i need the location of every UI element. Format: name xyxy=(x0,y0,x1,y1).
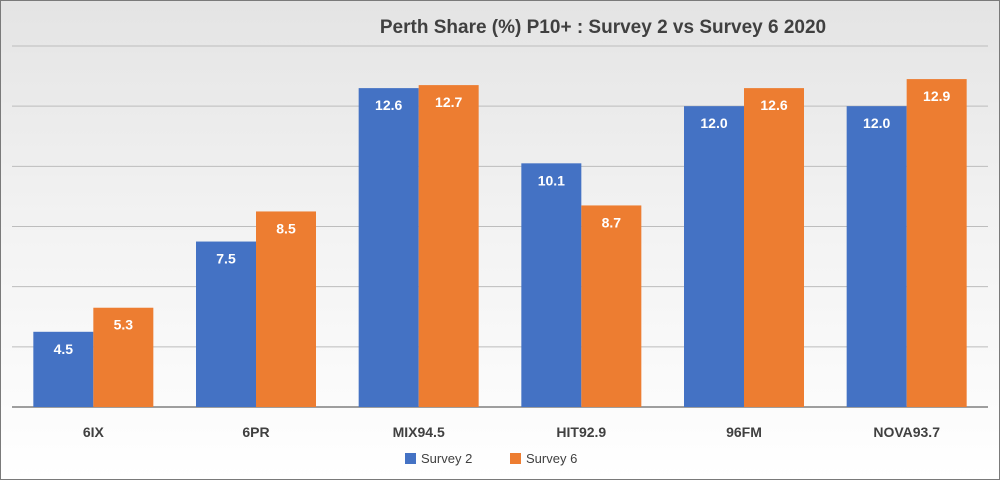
data-label: 12.6 xyxy=(375,97,402,113)
bar-survey-6-96fm xyxy=(744,88,804,407)
data-label: 12.9 xyxy=(923,88,950,104)
data-label: 5.3 xyxy=(114,317,134,333)
bar-survey-2-nova93.7 xyxy=(846,106,907,408)
bar-survey-6-6pr xyxy=(256,211,316,407)
data-label: 12.0 xyxy=(700,115,727,131)
bar-survey-2-6pr xyxy=(196,241,256,407)
bar-survey-6-nova93.7 xyxy=(906,79,967,407)
data-labels: 4.5 5.3 7.5 8.5 12.6 12.7 10.1 8.7 12.0 12.6 12.0 1… xyxy=(54,88,951,357)
x-tick-label: HIT92.9 xyxy=(556,424,606,440)
bar-survey-6-hit92.9 xyxy=(581,205,642,407)
bar-survey-2-mix94.5 xyxy=(358,88,419,407)
legend: Survey 2 Survey 6 xyxy=(405,451,577,466)
bar-survey-2-96fm xyxy=(684,106,744,408)
bar-survey-6-mix94.5 xyxy=(418,85,479,407)
data-label: 8.7 xyxy=(602,214,622,230)
data-label: 8.5 xyxy=(276,220,296,236)
bars xyxy=(33,79,967,408)
x-axis: 6IX 6PR MIX94.5 HIT92.9 96FM NOVA93.7 xyxy=(83,424,940,440)
x-tick-label: MIX94.5 xyxy=(393,424,445,440)
legend-label: Survey 6 xyxy=(526,451,577,466)
bar-survey-2-hit92.9 xyxy=(521,163,582,407)
gridlines xyxy=(12,45,988,408)
x-tick-label: NOVA93.7 xyxy=(873,424,940,440)
data-label: 12.7 xyxy=(435,94,462,110)
bar-survey-2-6ix xyxy=(33,331,94,407)
chart-title: Perth Share (%) P10+ : Survey 2 vs Surve… xyxy=(380,17,826,38)
legend-swatch xyxy=(510,453,521,464)
data-label: 12.6 xyxy=(760,97,787,113)
data-label: 10.1 xyxy=(538,172,565,188)
bar-survey-6-6ix xyxy=(93,307,154,407)
x-tick-label: 6IX xyxy=(83,424,105,440)
data-label: 4.5 xyxy=(54,341,74,357)
x-tick-label: 6PR xyxy=(242,424,269,440)
x-tick-label: 96FM xyxy=(726,424,762,440)
data-label: 12.0 xyxy=(863,115,890,131)
legend-swatch xyxy=(405,453,416,464)
data-label: 7.5 xyxy=(216,251,236,267)
legend-label: Survey 2 xyxy=(421,451,472,466)
